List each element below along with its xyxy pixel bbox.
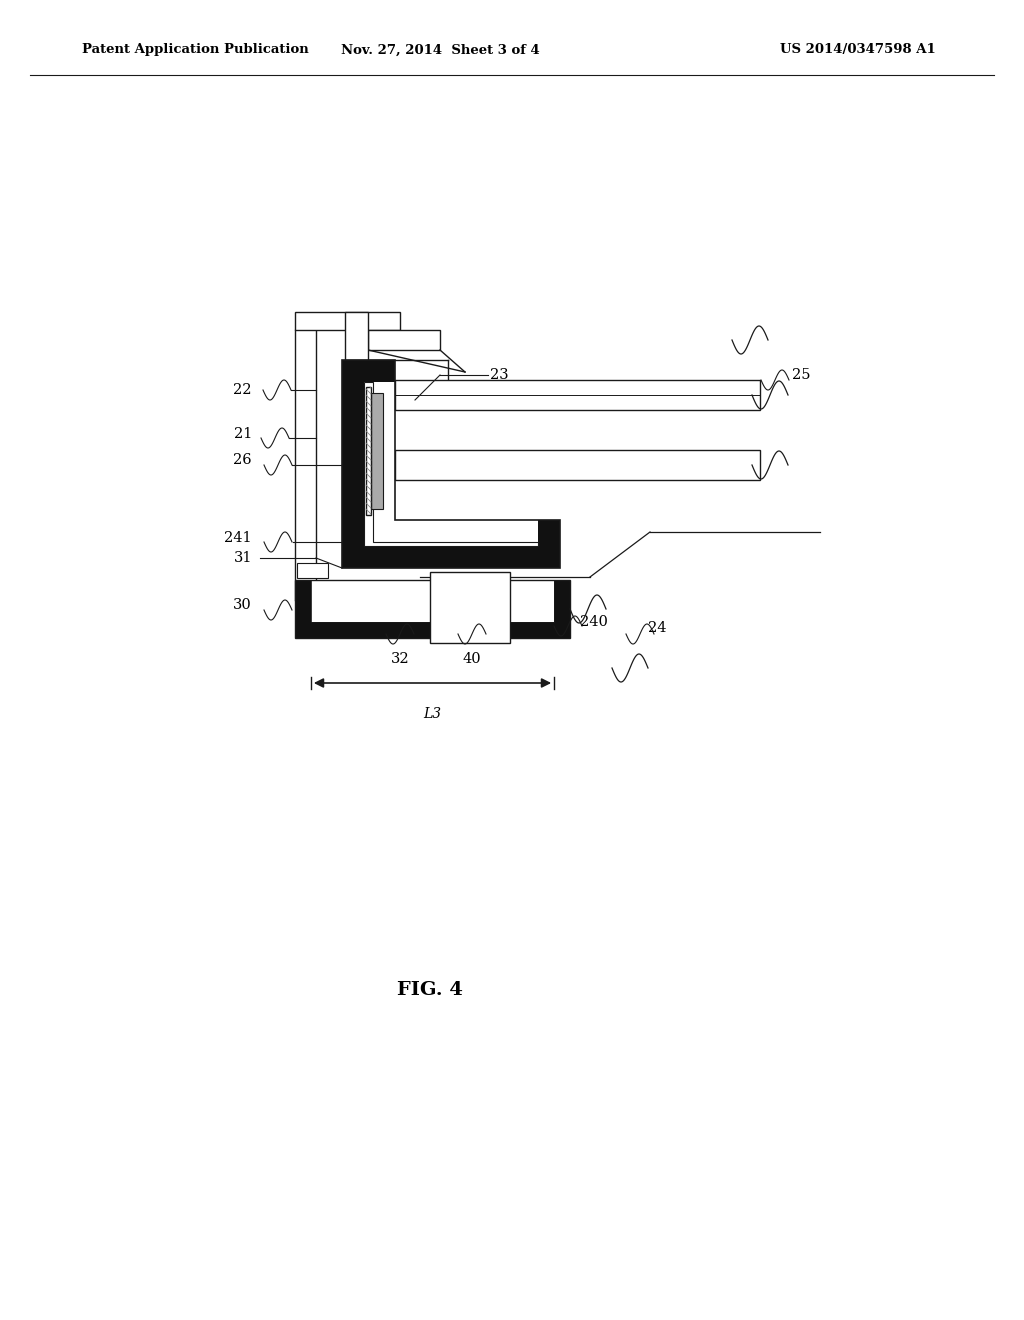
Bar	[430, 572, 510, 643]
Text: 30: 30	[233, 598, 252, 612]
Bar	[554, 579, 570, 622]
Bar	[371, 393, 383, 510]
Bar	[366, 387, 371, 515]
Bar	[371, 393, 383, 510]
Text: 241: 241	[224, 531, 252, 545]
Bar	[395, 380, 760, 411]
Bar	[295, 312, 400, 330]
Text: 26: 26	[233, 453, 252, 467]
Text: FIG. 4: FIG. 4	[397, 981, 463, 999]
Bar	[311, 579, 554, 622]
Text: 40: 40	[463, 652, 481, 667]
Bar	[538, 520, 560, 568]
Bar	[342, 360, 364, 568]
Bar	[311, 579, 554, 622]
Bar	[297, 564, 328, 578]
Bar	[295, 579, 570, 638]
Text: Nov. 27, 2014  Sheet 3 of 4: Nov. 27, 2014 Sheet 3 of 4	[341, 44, 540, 57]
Text: 21: 21	[233, 426, 252, 441]
Text: Patent Application Publication: Patent Application Publication	[82, 44, 309, 57]
Bar	[366, 387, 371, 515]
Bar	[364, 381, 395, 520]
Bar	[430, 572, 510, 643]
Bar	[345, 312, 368, 360]
Bar	[395, 450, 760, 480]
Text: 32: 32	[391, 652, 410, 667]
Bar	[395, 450, 760, 480]
Bar	[395, 380, 760, 411]
Bar	[297, 564, 328, 578]
Bar	[342, 360, 395, 381]
Text: 22: 22	[233, 383, 252, 397]
Text: L3: L3	[424, 708, 441, 721]
Bar	[364, 520, 538, 546]
Bar	[368, 330, 440, 350]
Text: US 2014/0347598 A1: US 2014/0347598 A1	[780, 44, 936, 57]
Text: 31: 31	[233, 550, 252, 565]
Bar	[342, 546, 560, 568]
Bar	[395, 520, 560, 543]
Text: 240: 240	[580, 615, 608, 630]
Text: 24: 24	[648, 620, 667, 635]
Text: 25: 25	[792, 368, 811, 381]
Bar	[295, 579, 570, 638]
Text: 23: 23	[490, 368, 509, 381]
Bar	[373, 360, 395, 520]
